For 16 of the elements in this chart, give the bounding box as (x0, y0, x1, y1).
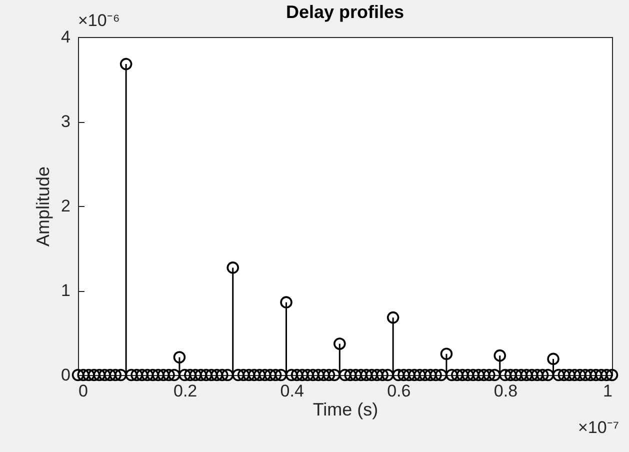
chart-title: Delay profiles (286, 2, 404, 22)
y-tick-label: 2 (61, 196, 70, 216)
x-tick-label: 0.4 (280, 382, 304, 400)
x-tick-label: 0.2 (173, 382, 198, 400)
x-tick-label: 0.6 (387, 382, 411, 400)
x-tick-label: 0 (78, 382, 88, 400)
x-tick-label: 0.8 (494, 382, 518, 400)
x-axis-title: Time (s) (312, 400, 378, 420)
x-tick-label: 1 (603, 382, 612, 400)
y-tick-label: 3 (61, 112, 70, 131)
text: ×10⁻⁷ (578, 417, 619, 438)
y-tick-label: 1 (61, 281, 70, 300)
y-tick-label: 4 (61, 28, 70, 46)
y-axis-title: Amplitude (33, 166, 54, 247)
y-tick-label: 0 (61, 366, 70, 384)
text: ×10⁻⁶ (78, 10, 120, 31)
